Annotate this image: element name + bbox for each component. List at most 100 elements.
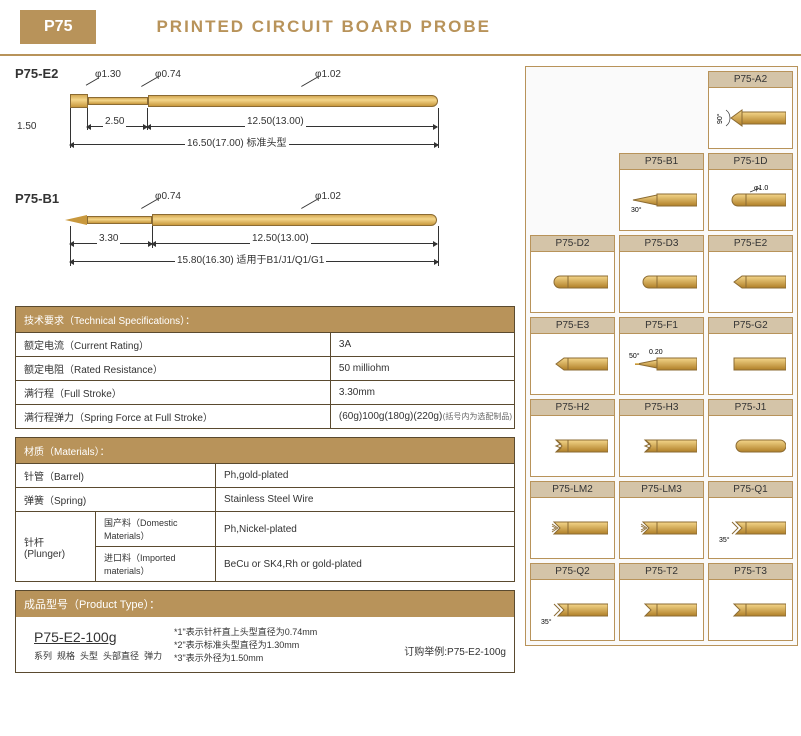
- mat-label: 国产料（Domestic Materials）: [96, 512, 216, 547]
- svg-text:90°: 90°: [716, 113, 724, 124]
- tip-title: P75-T2: [620, 564, 703, 580]
- tip-h3: P75-H3: [619, 399, 704, 477]
- tip-title: P75-LM2: [531, 482, 614, 498]
- tip-shape: [709, 416, 792, 476]
- diagram-b1: P75-B1 φ0.74 φ1.02 3.30 12.50(13.00) 15.…: [15, 191, 515, 291]
- tip-shape: φ1.0: [709, 170, 792, 230]
- materials-table: 材质（Materials）： 针管（Barrel)Ph,gold-plated …: [15, 437, 515, 582]
- svg-text:φ1.0: φ1.0: [754, 185, 768, 192]
- probe-shaft: [88, 97, 148, 105]
- svg-text:30°: 30°: [631, 206, 642, 214]
- svg-text:0.20: 0.20: [649, 349, 663, 356]
- product-badge: P75: [20, 10, 96, 44]
- spec-val: (60g)100g(180g)(220g)(括号内为选配制品): [330, 405, 514, 429]
- tip-title: P75-LM3: [620, 482, 703, 498]
- mat-label: 进口料（Imported materials）: [96, 547, 216, 582]
- tip-title: P75-A2: [709, 72, 792, 88]
- spec-label: 满行程弹力（Spring Force at Full Stroke）: [16, 405, 331, 429]
- tip-title: P75-H3: [620, 400, 703, 416]
- probe-tip: [70, 94, 88, 108]
- order-example: 订购举例:P75-E2-100g: [317, 625, 506, 658]
- tip-grid: P75-A2 90° P75-B130° P75-1D φ1.0 P75-D2 P75-D3…: [525, 66, 798, 646]
- tip-title: P75-1D: [709, 154, 792, 170]
- tip-title: P75-T3: [709, 564, 792, 580]
- spec-label: 额定电阻（Rated Resistance）: [16, 357, 331, 381]
- probe-tip-cone: [65, 215, 87, 225]
- tip-q2: P75-Q235°: [530, 563, 615, 641]
- probe-label: P75-E2: [15, 66, 58, 81]
- tip-shape: [531, 498, 614, 558]
- tip-title: P75-H2: [531, 400, 614, 416]
- tip-t2: P75-T2: [619, 563, 704, 641]
- tip-title: P75-D3: [620, 236, 703, 252]
- tip-e3: P75-E3: [530, 317, 615, 395]
- dim-body-l: 12.50(13.00): [250, 233, 311, 244]
- spec-footnote: (括号内为选配制品): [443, 411, 512, 422]
- dim-shaft-dia: φ0.74: [155, 191, 181, 202]
- tip-title: P75-G2: [709, 318, 792, 334]
- tip-e2: P75-E2: [708, 235, 793, 313]
- tip-shape: [620, 252, 703, 312]
- mat-val: Stainless Steel Wire: [216, 488, 515, 512]
- spec-val: 3A: [330, 333, 514, 357]
- dim-body-dia: φ1.02: [315, 69, 341, 80]
- spec-label: 额定电流（Current Rating）: [16, 333, 331, 357]
- tip-title: P75-E3: [531, 318, 614, 334]
- tip-b1: P75-B130°: [619, 153, 704, 231]
- product-header: 成品型号（Product Type）：: [16, 591, 514, 617]
- product-sublabels: 系列 规格 头型 头部直径 弹力: [34, 649, 164, 662]
- tip-t3: P75-T3: [708, 563, 793, 641]
- dim-tip-h: 1.50: [15, 121, 38, 132]
- tip-shape: [709, 580, 792, 640]
- spec-label: 满行程（Full Stroke）: [16, 381, 331, 405]
- specs-table: 技术要求（Technical Specifications）： 额定电流（Cur…: [15, 306, 515, 429]
- tip-shape: 50° 0.20: [620, 334, 703, 394]
- tip-shape: 35°: [531, 580, 614, 640]
- tip-lm3: P75-LM3: [619, 481, 704, 559]
- dim-body-l: 12.50(13.00): [245, 116, 306, 127]
- probe-body: [152, 214, 437, 226]
- tip-shape: [531, 252, 614, 312]
- probe-shaft: [87, 216, 152, 224]
- tip-shape: [620, 498, 703, 558]
- tip-title: P75-Q1: [709, 482, 792, 498]
- product-notes: *1"表示针杆直上头型直径为0.74mm *2"表示标准头型直径为1.30mm …: [174, 625, 317, 664]
- tip-title: P75-F1: [620, 318, 703, 334]
- mat-val: Ph,gold-plated: [216, 464, 515, 488]
- tip-shape: 90°: [709, 88, 792, 148]
- dim-body-dia: φ1.02: [315, 191, 341, 202]
- dim-total-l: 16.50(17.00) 标准头型: [185, 134, 289, 149]
- tip-shape: [709, 334, 792, 394]
- probe-body: [148, 95, 438, 107]
- spec-val: 50 milliohm: [330, 357, 514, 381]
- svg-text:35°: 35°: [719, 536, 730, 544]
- product-type-box: 成品型号（Product Type）： P75-E2-100g 系列 规格 头型…: [15, 590, 515, 673]
- tip-shape: [709, 252, 792, 312]
- probe-label: P75-B1: [15, 191, 59, 206]
- specs-header: 技术要求（Technical Specifications）：: [16, 307, 515, 333]
- tip-title: P75-D2: [531, 236, 614, 252]
- tip-q1: P75-Q1 35°: [708, 481, 793, 559]
- product-code: P75-E2-100g: [34, 629, 154, 645]
- tip-title: P75-J1: [709, 400, 792, 416]
- mat-label: 针杆 (Plunger): [16, 512, 96, 582]
- materials-header: 材质（Materials）：: [16, 438, 515, 464]
- page-title: PRINTED CIRCUIT BOARD PROBE: [156, 17, 491, 37]
- tip-shape: [620, 580, 703, 640]
- tip-a2: P75-A2 90°: [708, 71, 793, 149]
- tip-title: P75-E2: [709, 236, 792, 252]
- dim-shaft-dia: φ0.74: [155, 69, 181, 80]
- tip-shape: [531, 416, 614, 476]
- mat-val: BeCu or SK4,Rh or gold-plated: [216, 547, 515, 582]
- tip-lm2: P75-LM2: [530, 481, 615, 559]
- dim-total-l: 15.80(16.30) 适用于B1/J1/Q1/G1: [175, 251, 326, 266]
- header: P75 PRINTED CIRCUIT BOARD PROBE: [0, 0, 801, 56]
- tip-shape: [620, 416, 703, 476]
- spec-val: 3.30mm: [330, 381, 514, 405]
- dim-shaft-l: 2.50: [103, 116, 126, 127]
- tip-j1: P75-J1: [708, 399, 793, 477]
- tip-1d: P75-1D φ1.0: [708, 153, 793, 231]
- dim-shaft-l: 3.30: [97, 233, 120, 244]
- svg-text:50°: 50°: [629, 352, 640, 360]
- svg-text:35°: 35°: [541, 618, 552, 626]
